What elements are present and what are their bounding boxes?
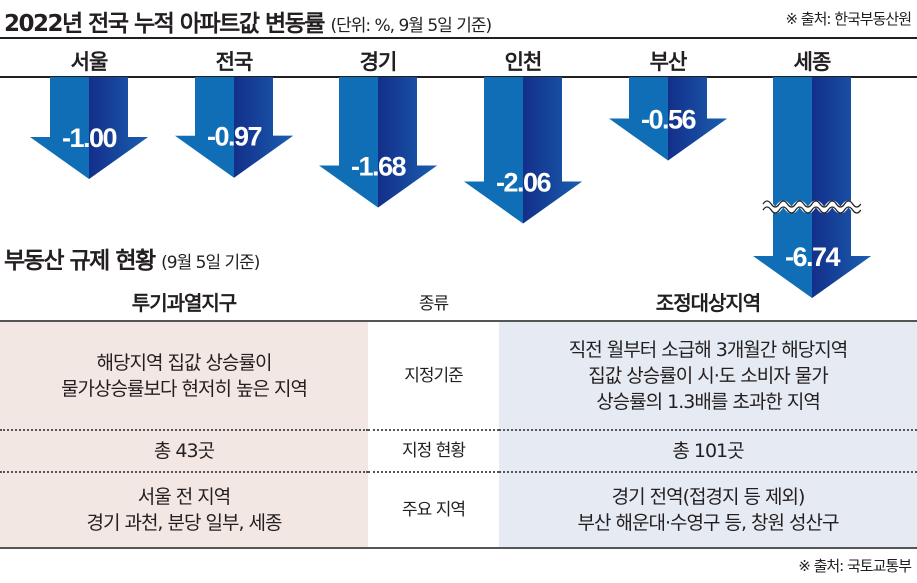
data-label: -0.97 — [207, 122, 262, 152]
arrow-bar: -1.68 — [319, 77, 437, 208]
row-label: 지정기준 — [368, 321, 499, 431]
cell-text: 직전 월부터 소급해 3개월간 해당지역 — [568, 338, 848, 361]
tick-label: 경기 — [359, 50, 398, 74]
cell-text: 서울 전 지역 — [137, 486, 231, 508]
table-row: 총 43곳 지정 현황 총 101곳 — [0, 430, 917, 473]
cell-text: 해당지역 집값 상승률이 — [96, 351, 273, 374]
data-label: -0.56 — [641, 105, 697, 135]
cell-text: 상승률의 1.3배를 초과한 지역 — [596, 390, 821, 413]
arrow-bar: -1.00 — [30, 77, 148, 179]
chart-baseline — [0, 76, 917, 78]
source-top: ※ 출처: 한국부동산원 — [785, 10, 912, 28]
data-label: -2.06 — [496, 168, 552, 198]
data-label: -1.00 — [62, 123, 117, 153]
cell-text: 경기 과천, 분당 일부, 세종 — [86, 512, 282, 534]
cell-text: 총 43곳 — [0, 430, 368, 473]
arrow-bar: -0.97 — [175, 77, 293, 178]
cell-text: 부산 해운대·수영구 등, 창원 성산구 — [577, 512, 840, 534]
header-type: 종류 — [368, 282, 499, 322]
arrow-bar: -0.56 — [609, 77, 727, 161]
cell-text: 경기 전역(접경지 등 제외) — [611, 486, 806, 508]
arrow-chart: -1.00 -0.97 -1.68 -2.06 -0.56 -6.74 — [30, 77, 871, 298]
arrow-bar: -6.74 — [753, 77, 871, 298]
tick-label: 서울 — [70, 50, 109, 74]
header-speculation-zone: 투기과열지구 — [0, 282, 368, 322]
header-adjustment-zone: 조정대상지역 — [499, 282, 917, 322]
chart-title: 2022년 전국 누적 아파트값 변동률 (단위: %, 9월 5일 기준) — [4, 11, 492, 37]
chart-subtitle: (단위: %, 9월 5일 기준) — [330, 16, 492, 36]
row-label: 지정 현황 — [368, 430, 499, 473]
section-title: 부동산 규제 현황 (9월 5일 기준) — [4, 248, 260, 274]
data-label: -6.74 — [785, 242, 841, 272]
tick-label: 인천 — [504, 50, 543, 74]
source-bottom: ※ 출처: 국토교통부 — [798, 557, 912, 575]
row-label: 주요 지역 — [368, 472, 499, 549]
cell-text: 물가상승률보다 현저히 높은 지역 — [61, 377, 308, 400]
tick-label: 전국 — [215, 50, 254, 74]
data-label: -1.68 — [351, 152, 407, 182]
divider — [0, 37, 917, 39]
arrow-bar: -2.06 — [464, 77, 582, 224]
cell-text: 집값 상승률이 시·도 소비자 물가 — [588, 364, 828, 387]
tick-label: 세종 — [793, 50, 832, 74]
cell-text: 총 101곳 — [499, 430, 917, 473]
tick-label: 부산 — [649, 50, 688, 74]
